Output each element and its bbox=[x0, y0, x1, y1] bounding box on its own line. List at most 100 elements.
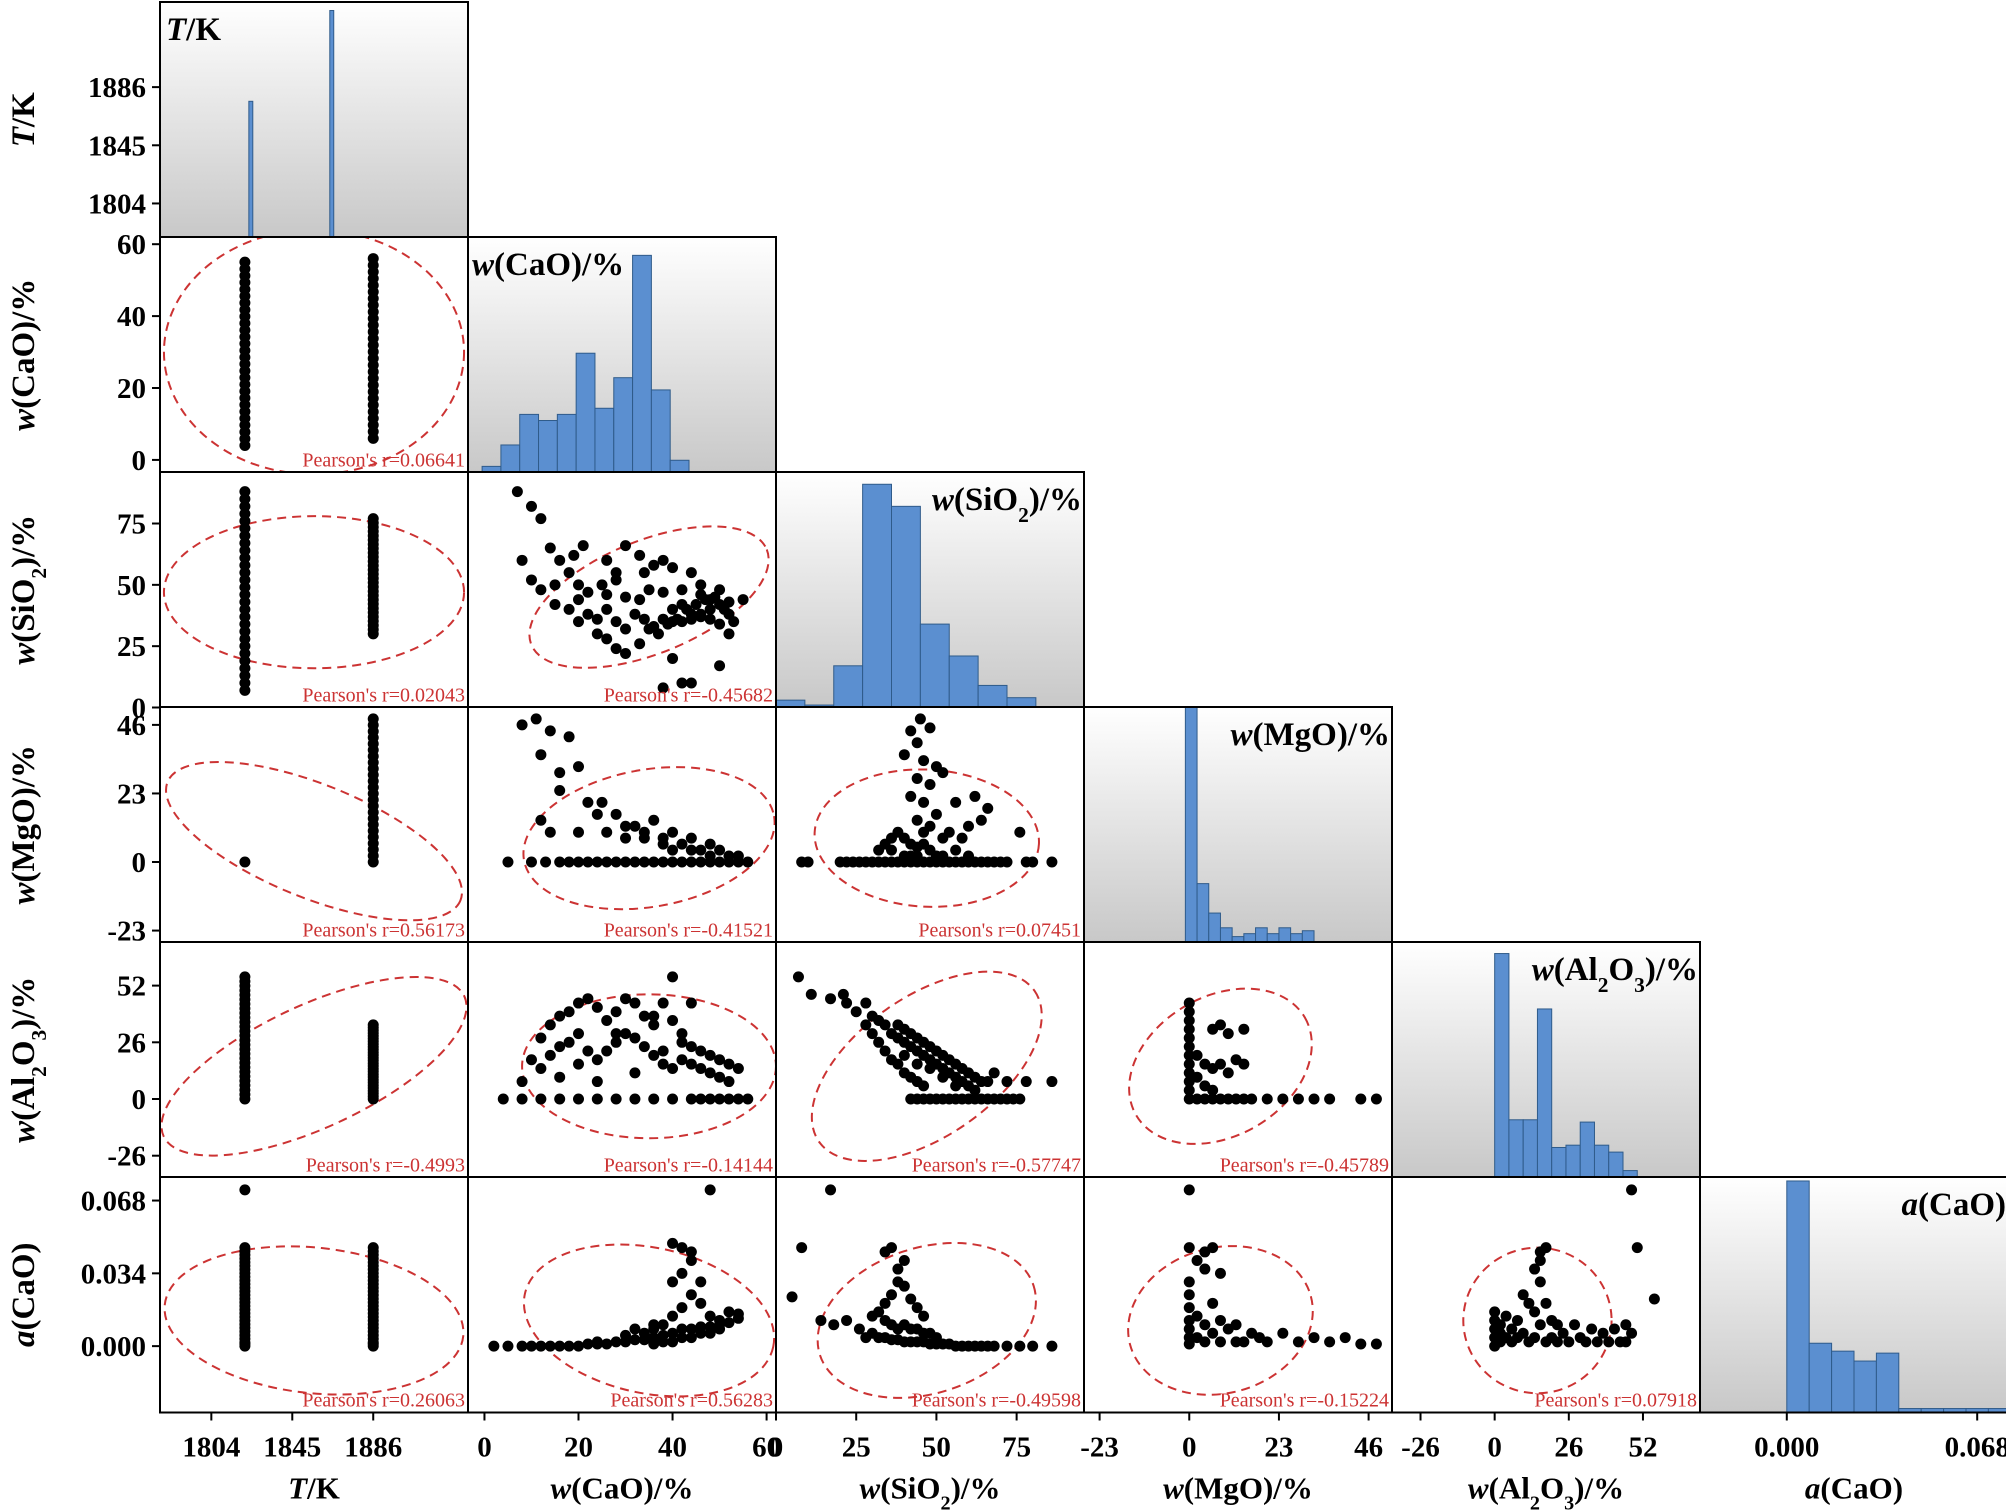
data-point bbox=[911, 1302, 923, 1314]
variable-label-SiO2: w(SiO2)/% bbox=[932, 482, 1082, 527]
hist-bar bbox=[500, 444, 521, 473]
data-point bbox=[629, 1093, 641, 1105]
hist-bar bbox=[1565, 1144, 1581, 1178]
data-point bbox=[714, 1071, 726, 1083]
data-point bbox=[239, 1242, 251, 1254]
hist-bar bbox=[1219, 927, 1233, 943]
data-point bbox=[685, 997, 697, 1009]
data-point bbox=[802, 856, 814, 868]
data-point bbox=[982, 802, 994, 814]
data-point bbox=[535, 1340, 547, 1352]
data-point bbox=[367, 1019, 379, 1031]
data-point bbox=[1191, 1071, 1203, 1083]
data-point bbox=[681, 603, 693, 615]
data-point bbox=[488, 1340, 500, 1352]
data-point bbox=[577, 540, 589, 552]
data-point bbox=[695, 1093, 707, 1105]
data-point bbox=[554, 1071, 566, 1083]
hist-bar bbox=[1508, 1119, 1524, 1178]
data-point bbox=[648, 1019, 660, 1031]
y-tick-label: 0.068 bbox=[81, 1186, 146, 1218]
data-point bbox=[620, 832, 632, 844]
hist-bar bbox=[538, 420, 558, 473]
data-point bbox=[742, 856, 754, 868]
data-point bbox=[638, 826, 650, 838]
histogram-panel-SiO2 bbox=[775, 471, 1085, 709]
data-point bbox=[544, 725, 556, 737]
data-point bbox=[667, 971, 679, 983]
data-point bbox=[1183, 1242, 1195, 1254]
x-tick-label: 0.000 bbox=[1754, 1432, 1819, 1464]
data-point bbox=[591, 1093, 603, 1105]
data-point bbox=[629, 997, 641, 1009]
data-point bbox=[667, 1062, 679, 1074]
data-point bbox=[1183, 1289, 1195, 1301]
data-point bbox=[657, 997, 669, 1009]
data-point bbox=[610, 1336, 622, 1348]
data-point bbox=[704, 1310, 716, 1322]
data-point bbox=[657, 1319, 669, 1331]
data-point bbox=[943, 826, 955, 838]
data-point bbox=[1557, 1327, 1569, 1339]
data-point bbox=[1214, 1267, 1226, 1279]
data-point bbox=[582, 993, 594, 1005]
data-point bbox=[975, 1076, 987, 1088]
data-point bbox=[676, 856, 688, 868]
data-point bbox=[685, 1058, 697, 1070]
data-point bbox=[886, 1289, 897, 1301]
data-point bbox=[1020, 1076, 1032, 1088]
y-tick-label: 0.000 bbox=[81, 1331, 146, 1363]
data-point bbox=[239, 856, 251, 868]
data-point bbox=[1631, 1242, 1643, 1254]
data-point bbox=[535, 749, 547, 761]
data-point bbox=[591, 808, 603, 820]
data-point bbox=[676, 1036, 688, 1048]
data-point bbox=[918, 755, 930, 767]
data-point bbox=[732, 1093, 744, 1105]
data-point bbox=[1214, 1314, 1226, 1326]
data-point bbox=[676, 1302, 688, 1314]
data-point bbox=[667, 652, 679, 664]
y-tick-label: 0 bbox=[132, 693, 147, 725]
data-point bbox=[1207, 1297, 1219, 1309]
data-point bbox=[1277, 1093, 1289, 1105]
data-point bbox=[1620, 1336, 1632, 1348]
pearson-label: Pearson's r=0.02043 bbox=[302, 685, 465, 707]
data-point bbox=[690, 598, 702, 610]
data-point bbox=[591, 628, 603, 640]
data-point bbox=[1261, 1093, 1273, 1105]
data-point bbox=[1001, 1340, 1013, 1352]
data-point bbox=[620, 1329, 632, 1341]
data-point bbox=[1183, 1049, 1195, 1061]
variable-label-T: T/K bbox=[166, 12, 221, 48]
data-point bbox=[704, 1093, 716, 1105]
data-point bbox=[828, 1319, 840, 1331]
data-point bbox=[591, 1054, 603, 1066]
data-point bbox=[1355, 1338, 1367, 1350]
hist-bar bbox=[650, 389, 671, 473]
data-point bbox=[610, 808, 622, 820]
scatter-panel-aCaO-vs-MgO: Pearson's r=-0.15224 bbox=[1083, 1176, 1393, 1414]
data-point bbox=[886, 844, 897, 856]
data-point bbox=[695, 1297, 707, 1309]
data-point bbox=[676, 1323, 688, 1335]
data-point bbox=[1540, 1242, 1552, 1254]
data-point bbox=[554, 554, 566, 566]
confidence-ellipse bbox=[528, 525, 770, 669]
data-point bbox=[860, 1332, 872, 1344]
x-tick-label: 0 bbox=[769, 1432, 784, 1464]
scatter-panel-Al2O3-vs-CaO: Pearson's r=-0.14144 bbox=[467, 941, 777, 1179]
variable-label-CaO: w(CaO)/% bbox=[6, 279, 42, 431]
data-point bbox=[1199, 1319, 1211, 1331]
data-point bbox=[1207, 1242, 1219, 1254]
data-point bbox=[695, 856, 707, 868]
data-point bbox=[620, 1028, 632, 1040]
data-point bbox=[1489, 1306, 1501, 1318]
data-point bbox=[1626, 1327, 1638, 1339]
data-point bbox=[573, 1093, 585, 1105]
data-point bbox=[549, 598, 561, 610]
hist-bar bbox=[248, 100, 254, 238]
data-point bbox=[1207, 1084, 1219, 1096]
data-point bbox=[582, 586, 594, 598]
data-point bbox=[898, 749, 910, 761]
